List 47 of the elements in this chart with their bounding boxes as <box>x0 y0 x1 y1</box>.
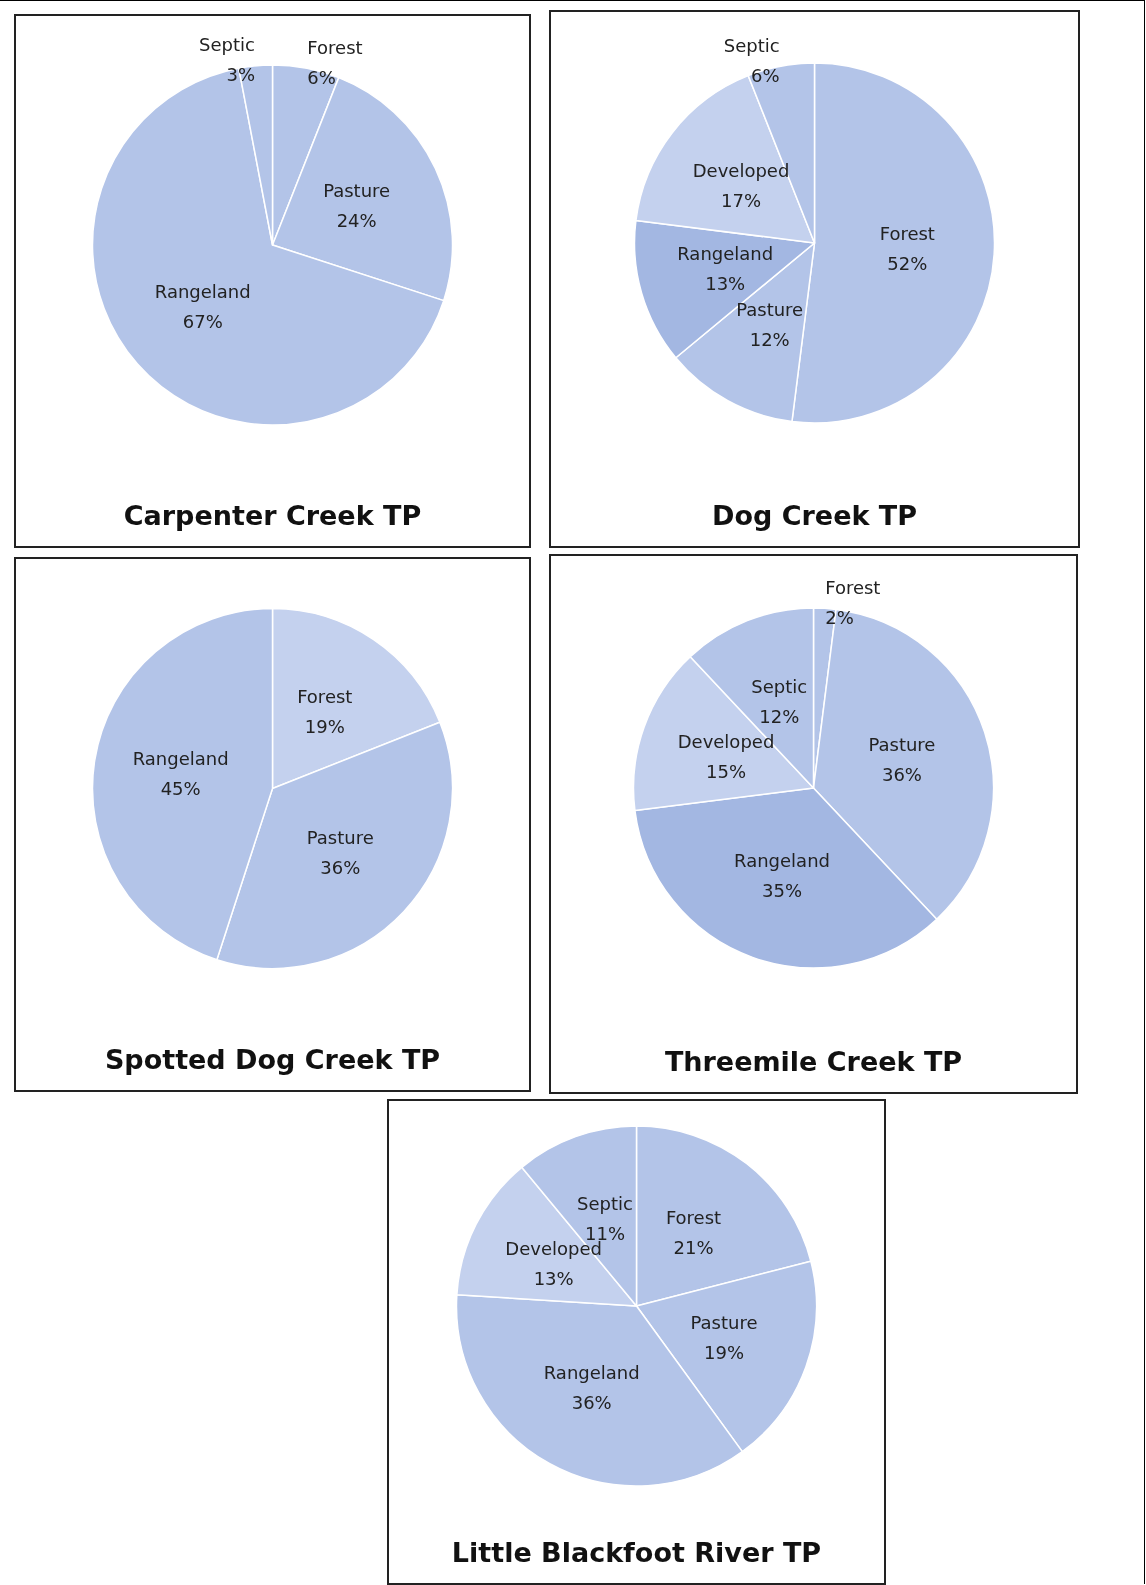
slice-label: Forest <box>825 576 881 598</box>
data-label: 52% <box>887 253 928 275</box>
data-label: 17% <box>721 190 762 212</box>
text: Threemile Creek TP <box>664 1046 963 1077</box>
data-label: 35% <box>761 880 803 901</box>
slice-label: Rangeland <box>154 281 251 302</box>
text: Dog Creek TP <box>711 500 918 531</box>
slice-label: Rangeland <box>677 243 774 265</box>
slice-label: Septic <box>751 676 808 698</box>
slice-label: Forest <box>307 36 363 58</box>
text: Carpenter Creek TP <box>123 500 422 531</box>
slice-label: Rangeland <box>734 850 830 871</box>
slice-label: Rangeland <box>132 748 229 770</box>
slice-label: Septic <box>577 1193 633 1214</box>
data-label: 6% <box>307 66 336 88</box>
slice-label: Developed <box>677 731 775 752</box>
slice-label: Pasture <box>736 299 804 320</box>
text: Spotted Dog Creek TP <box>104 1044 441 1075</box>
slice-label: Septic <box>199 34 255 56</box>
data-label: 3% <box>226 64 255 86</box>
slice-label: Septic <box>723 34 780 56</box>
data-label: 2% <box>825 606 854 628</box>
slice-label: Forest <box>297 686 353 708</box>
slice-label: Rangeland <box>543 1362 640 1383</box>
data-label: 15% <box>705 761 747 782</box>
data-label: 12% <box>749 329 790 350</box>
data-label: 24% <box>336 209 377 231</box>
data-label: 67% <box>182 311 223 332</box>
data-label: 13% <box>705 273 746 295</box>
data-label: 21% <box>673 1237 714 1259</box>
data-label: 12% <box>759 706 800 728</box>
data-label: 6% <box>751 64 780 86</box>
data-label: 36% <box>571 1392 612 1413</box>
slice-label: Pasture <box>868 733 936 755</box>
data-label: 13% <box>533 1268 574 1290</box>
slice-label: Pasture <box>323 179 391 201</box>
slice-label: Pasture <box>690 1312 758 1333</box>
data-label: 36% <box>320 856 361 878</box>
data-label: 45% <box>160 778 201 800</box>
slice-label: Pasture <box>306 826 374 848</box>
text: Little Blackfoot River TP <box>451 1537 822 1568</box>
data-label: 36% <box>881 763 922 785</box>
data-label: 19% <box>304 716 345 738</box>
slice-label: Developed <box>692 160 790 182</box>
slice-label: Forest <box>665 1207 722 1229</box>
data-label: 19% <box>703 1342 745 1363</box>
slice-label: Forest <box>879 223 935 245</box>
